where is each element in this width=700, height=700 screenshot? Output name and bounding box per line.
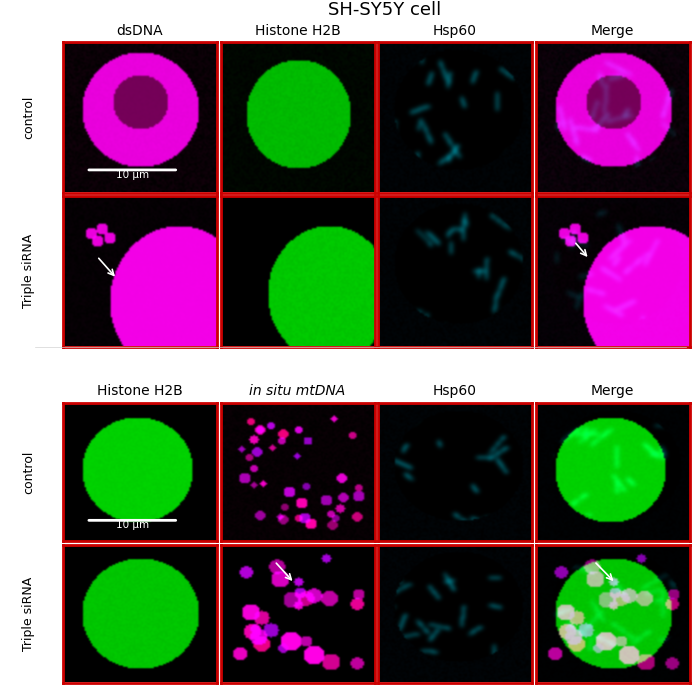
Text: control: control [22, 450, 35, 494]
Text: Triple siRNA: Triple siRNA [22, 234, 35, 309]
Text: Histone H2B: Histone H2B [255, 24, 340, 38]
Text: control: control [22, 96, 35, 139]
Text: Merge: Merge [591, 384, 634, 398]
Text: Histone H2B: Histone H2B [97, 384, 183, 398]
Text: Triple siRNA: Triple siRNA [22, 576, 35, 650]
Text: Hsp60: Hsp60 [433, 24, 477, 38]
Text: 10 μm: 10 μm [116, 520, 149, 530]
Text: Merge: Merge [591, 24, 634, 38]
Text: dsDNA: dsDNA [117, 24, 163, 38]
Text: 10 μm: 10 μm [116, 171, 149, 181]
Text: SH-SY5Y cell: SH-SY5Y cell [328, 1, 442, 19]
Text: in situ mtDNA: in situ mtDNA [249, 384, 346, 398]
Text: Hsp60: Hsp60 [433, 384, 477, 398]
